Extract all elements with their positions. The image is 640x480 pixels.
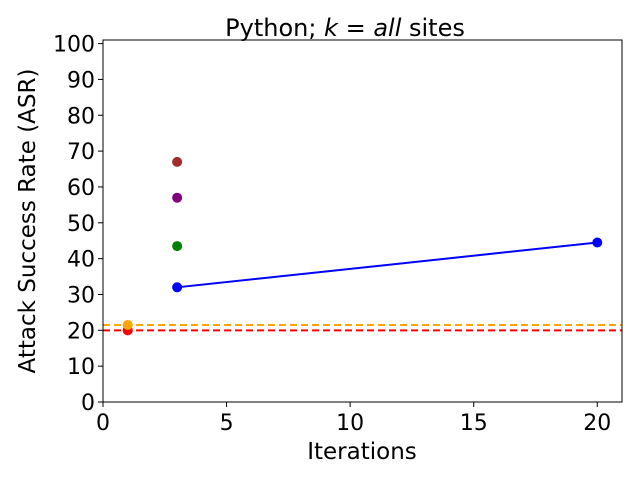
y-tick-label-60: 60: [67, 176, 95, 201]
x-tick-label-20: 20: [583, 411, 611, 436]
series-1-point-0: [172, 156, 183, 167]
y-tick-label-50: 50: [67, 212, 95, 237]
title-prefix: Python;: [225, 14, 324, 42]
axes-frame: [102, 39, 623, 403]
y-axis-label: Attack Success Rate (ASR): [15, 69, 41, 374]
y-tick-label-20: 20: [67, 319, 95, 344]
title-val: all: [373, 14, 401, 42]
y-tick-label-0: 0: [81, 391, 95, 416]
series-5-point-0: [122, 319, 133, 330]
y-tick-label-70: 70: [67, 140, 95, 165]
series-3-point-0: [172, 241, 183, 252]
title-suffix: sites: [401, 14, 464, 42]
x-axis-label: Iterations: [307, 439, 417, 465]
y-tick-label-10: 10: [67, 355, 95, 380]
x-tick-label-5: 5: [220, 411, 234, 436]
series-0-point-0: [172, 282, 183, 293]
chart-title: Python; k = all sites: [225, 14, 465, 42]
x-tick-label-0: 0: [96, 411, 110, 436]
axis-ticks: 0 5 10 15 20 0 10 20 30 40 50 60 70 80 90 100: [53, 33, 611, 436]
series-0-line: [177, 241, 598, 289]
title-eq: =: [338, 14, 373, 42]
y-tick-label-90: 90: [67, 68, 95, 93]
plot-area: [103, 156, 622, 336]
y-tick-label-40: 40: [67, 248, 95, 273]
series-2-point-0: [172, 192, 183, 203]
title-var: k: [324, 14, 339, 42]
y-tick-label-80: 80: [67, 104, 95, 129]
x-tick-label-10: 10: [336, 411, 364, 436]
series-0-point-1: [592, 237, 603, 248]
y-tick-label-100: 100: [53, 33, 95, 58]
x-tick-label-15: 15: [460, 411, 488, 436]
y-tick-label-30: 30: [67, 283, 95, 308]
